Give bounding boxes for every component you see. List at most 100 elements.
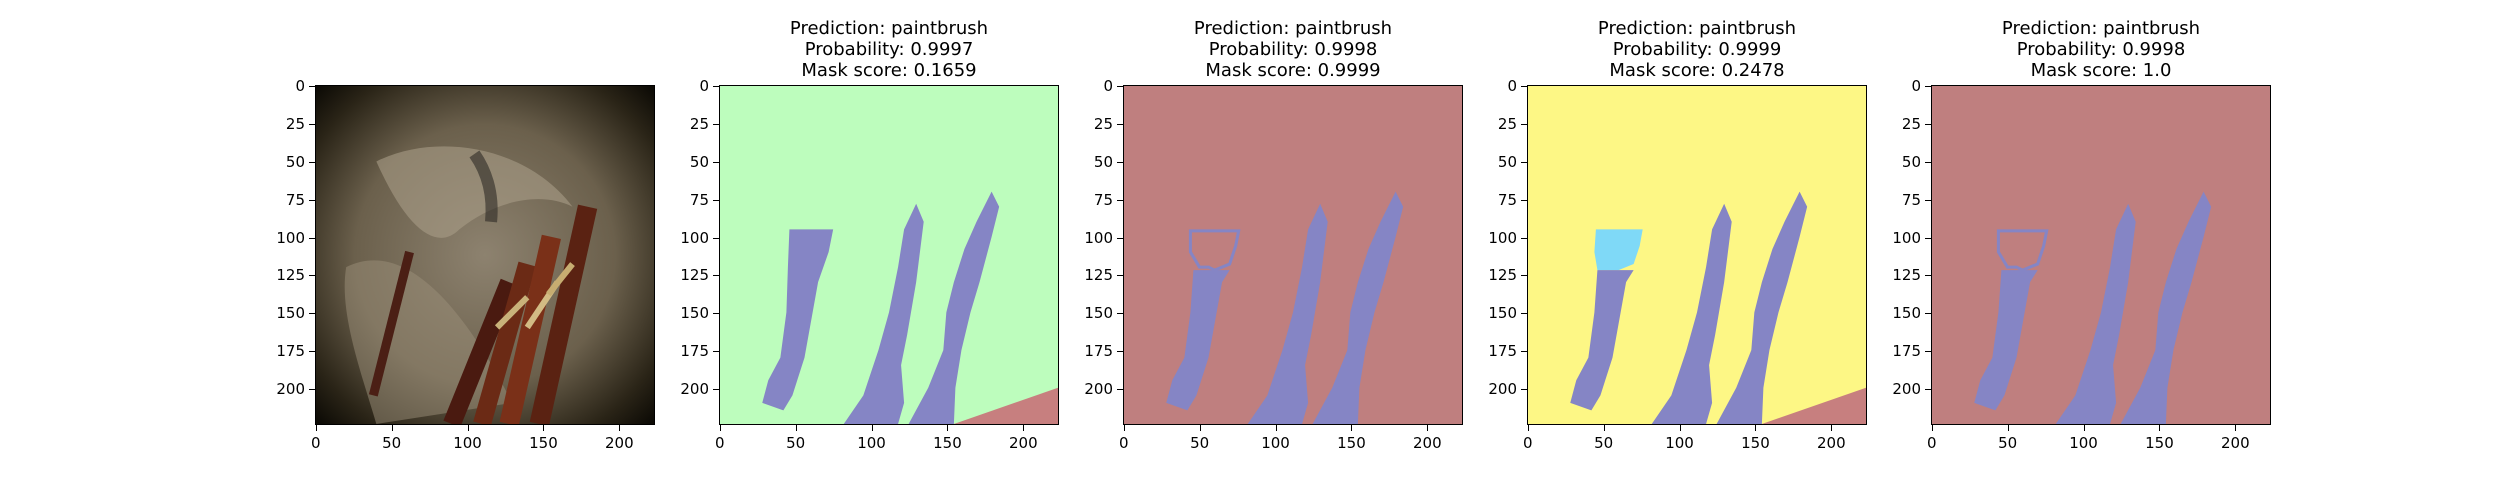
x-tick-mark [1831, 425, 1833, 431]
y-tick-label: 200 [1084, 380, 1113, 399]
mask-score-label: Mask score: 1.0 [2030, 60, 2172, 81]
y-tick-label: 125 [1084, 266, 1113, 285]
y-tick-mark [1925, 275, 1931, 277]
y-tick-mark [1925, 313, 1931, 315]
y-tick-label: 75 [689, 190, 709, 209]
y-tick-label: 25 [285, 114, 305, 133]
x-tick-label: 100 [2069, 434, 2098, 452]
panel-mask-4: Prediction: paintbrush Probability: 0.99… [1892, 0, 2271, 500]
y-tick-mark [713, 389, 719, 391]
x-tick-mark [871, 425, 873, 431]
segmentation-mask [720, 86, 1058, 424]
input-image [315, 85, 655, 425]
panel-title: Prediction: paintbrush Probability: 0.99… [1467, 18, 1927, 81]
segmentation-mask [1932, 86, 2270, 424]
x-tick-label: 200 [605, 434, 634, 452]
x-tick-mark [795, 425, 797, 431]
x-tick-mark [543, 425, 545, 431]
y-tick-mark [1521, 85, 1527, 87]
x-tick-mark [2083, 425, 2085, 431]
x-tick-mark [1527, 425, 1529, 431]
panel-title: Prediction: paintbrush Probability: 0.99… [1871, 18, 2331, 81]
x-tick-label: 0 [1926, 434, 1937, 452]
y-tick-mark [1925, 123, 1931, 125]
y-tick-mark [1117, 389, 1123, 391]
panel-mask-3: Prediction: paintbrush Probability: 0.99… [1488, 0, 1867, 500]
y-tick-label: 50 [1093, 152, 1113, 171]
y-tick-label: 0 [1507, 76, 1517, 95]
y-tick-label: 100 [680, 228, 709, 247]
panel-mask-1: Prediction: paintbrush Probability: 0.99… [680, 0, 1059, 500]
y-tick-label: 175 [1488, 342, 1517, 361]
y-tick-mark [713, 275, 719, 277]
panel-mask-2: Prediction: paintbrush Probability: 0.99… [1084, 0, 1463, 500]
y-tick-label: 0 [1911, 76, 1921, 95]
x-tick-label: 50 [1998, 434, 2018, 452]
x-tick-mark [1123, 425, 1125, 431]
y-tick-label: 25 [1497, 114, 1517, 133]
y-tick-mark [309, 389, 315, 391]
y-tick-label: 150 [1892, 304, 1921, 323]
mask-image [1931, 85, 2271, 425]
y-tick-label: 50 [689, 152, 709, 171]
y-tick-label: 125 [1488, 266, 1517, 285]
x-tick-mark [1351, 425, 1353, 431]
x-tick-label: 50 [382, 434, 402, 452]
y-tick-label: 150 [1488, 304, 1517, 323]
x-tick-label: 0 [714, 434, 725, 452]
y-tick-mark [1521, 275, 1527, 277]
y-tick-label: 75 [1093, 190, 1113, 209]
y-tick-mark [309, 237, 315, 239]
y-tick-label: 0 [1103, 76, 1113, 95]
y-tick-mark [1117, 275, 1123, 277]
x-tick-mark [1679, 425, 1681, 431]
y-tick-label: 25 [1901, 114, 1921, 133]
x-tick-mark [315, 425, 317, 431]
x-tick-mark [619, 425, 621, 431]
y-tick-mark [713, 123, 719, 125]
x-tick-label: 100 [1665, 434, 1694, 452]
y-tick-label: 200 [276, 380, 305, 399]
x-tick-label: 200 [1413, 434, 1442, 452]
y-tick-mark [309, 351, 315, 353]
y-tick-mark [1925, 85, 1931, 87]
y-tick-label: 75 [285, 190, 305, 209]
y-tick-mark [1521, 313, 1527, 315]
x-tick-mark [1755, 425, 1757, 431]
x-tick-label: 200 [2221, 434, 2250, 452]
x-tick-label: 150 [1337, 434, 1366, 452]
probability-label: Probability: 0.9998 [2016, 39, 2186, 60]
x-tick-label: 100 [1261, 434, 1290, 452]
y-tick-label: 0 [295, 76, 305, 95]
mask-score-label: Mask score: 0.1659 [801, 60, 977, 81]
y-tick-mark [309, 161, 315, 163]
y-tick-label: 150 [680, 304, 709, 323]
y-tick-mark [1521, 123, 1527, 125]
x-tick-mark [947, 425, 949, 431]
y-tick-mark [1521, 161, 1527, 163]
y-tick-label: 200 [1488, 380, 1517, 399]
y-tick-mark [1117, 313, 1123, 315]
prediction-label: Prediction: paintbrush [1597, 18, 1797, 39]
y-tick-label: 175 [680, 342, 709, 361]
x-tick-label: 0 [1118, 434, 1129, 452]
y-tick-mark [1925, 199, 1931, 201]
y-tick-label: 50 [1901, 152, 1921, 171]
mask-score-label: Mask score: 0.2478 [1609, 60, 1785, 81]
y-tick-mark [309, 85, 315, 87]
y-tick-label: 125 [680, 266, 709, 285]
y-tick-label: 200 [1892, 380, 1921, 399]
y-tick-label: 75 [1901, 190, 1921, 209]
segmentation-mask [1124, 86, 1462, 424]
x-tick-label: 50 [786, 434, 806, 452]
y-tick-label: 150 [1084, 304, 1113, 323]
segmentation-mask [1528, 86, 1866, 424]
x-tick-mark [1427, 425, 1429, 431]
x-tick-mark [1199, 425, 1201, 431]
y-tick-mark [1117, 351, 1123, 353]
x-tick-label: 150 [529, 434, 558, 452]
y-tick-mark [1925, 161, 1931, 163]
x-tick-label: 200 [1009, 434, 1038, 452]
x-tick-mark [1931, 425, 1933, 431]
x-tick-mark [2159, 425, 2161, 431]
